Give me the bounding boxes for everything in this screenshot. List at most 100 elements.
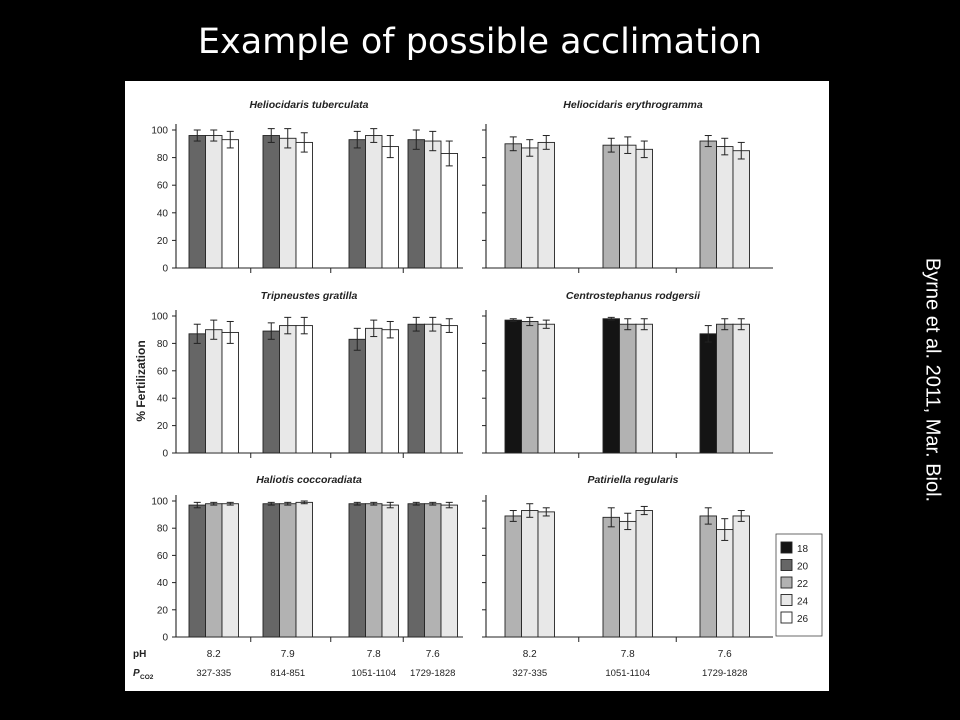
bar — [348, 503, 366, 638]
bar — [221, 503, 239, 638]
bar — [716, 146, 734, 269]
bar — [521, 321, 539, 454]
bar — [537, 141, 555, 269]
bar — [635, 148, 653, 269]
bar — [424, 323, 442, 454]
ph-label: 7.8 — [621, 649, 635, 660]
bar — [521, 147, 539, 269]
bar — [205, 329, 223, 454]
y-tick-label: 60 — [157, 366, 169, 377]
y-tick-label: 100 — [151, 126, 168, 137]
pco2-label: 1729-1828 — [702, 668, 747, 679]
bar — [732, 515, 750, 638]
bar — [279, 503, 297, 638]
legend-label: 18 — [797, 544, 809, 555]
pco2-subscript: CO2 — [140, 674, 154, 681]
bar — [619, 144, 637, 269]
bar — [348, 338, 366, 454]
pco2-label: 327-335 — [196, 668, 231, 679]
bar — [504, 143, 522, 269]
fertilization-chart: Heliocidaris tuberculata 0 20 40 60 80 100 Heli… — [133, 99, 823, 681]
bar — [699, 140, 717, 269]
bar — [440, 325, 458, 454]
bar — [424, 503, 442, 638]
legend-label: 26 — [797, 614, 809, 625]
bar — [424, 140, 442, 269]
panel-title: Haliotis coccoradiata — [256, 474, 362, 486]
bar — [381, 329, 399, 454]
bar — [699, 515, 717, 638]
ph-label: 7.6 — [718, 649, 732, 660]
legend-swatch — [780, 576, 793, 589]
panel-title: Patiriella regularis — [587, 474, 678, 486]
bar — [262, 503, 280, 638]
bar — [407, 503, 425, 638]
bar — [279, 325, 297, 454]
legend-swatch — [780, 611, 793, 624]
bar — [732, 323, 750, 454]
bar — [619, 520, 637, 638]
bar — [407, 139, 425, 269]
bar — [602, 318, 620, 454]
bar — [279, 137, 297, 269]
y-tick-label: 0 — [162, 633, 168, 644]
pco2-label: 814-851 — [270, 668, 305, 679]
panel-title: Tripneustes gratilla — [261, 290, 358, 302]
bar — [504, 319, 522, 454]
figure-panel: Heliocidaris tuberculata 0 20 40 60 80 100 Heli… — [125, 81, 829, 691]
panel-title: Heliocidaris erythrogramma — [563, 99, 703, 111]
legend-swatch — [780, 559, 793, 571]
bar — [440, 153, 458, 269]
bar — [262, 330, 280, 454]
bar — [205, 503, 223, 638]
bar — [295, 325, 313, 454]
panel-title: Centrostephanus rodgersii — [566, 290, 701, 302]
y-tick-label: 100 — [151, 497, 168, 508]
bar — [295, 141, 313, 269]
bar — [602, 144, 620, 269]
bar — [619, 323, 637, 454]
bar — [635, 323, 653, 454]
legend-label: 24 — [797, 597, 809, 608]
y-tick-label: 0 — [162, 264, 168, 275]
y-tick-label: 80 — [157, 339, 169, 350]
y-tick-label: 40 — [157, 394, 169, 405]
ph-label: 7.6 — [426, 649, 440, 660]
bar — [365, 327, 383, 454]
bar — [537, 323, 555, 454]
bar — [635, 510, 653, 638]
pco2-axis-label: P — [133, 668, 140, 679]
y-tick-label: 80 — [157, 524, 169, 535]
bar — [221, 331, 239, 454]
pco2-label: 1051-1104 — [351, 668, 396, 679]
bar — [381, 504, 399, 638]
ph-label: 7.9 — [281, 649, 295, 660]
y-axis-title: % Fertilization — [134, 340, 148, 421]
y-tick-label: 80 — [157, 153, 169, 164]
bar — [732, 150, 750, 269]
y-tick-label: 20 — [157, 236, 169, 247]
bar — [295, 501, 313, 638]
pco2-label: 1051-1104 — [605, 668, 650, 679]
y-tick-label: 20 — [157, 421, 169, 432]
pco2-label: 327-335 — [512, 668, 547, 679]
bar — [188, 135, 206, 269]
slide-title: Example of possible acclimation — [197, 22, 763, 62]
bar — [504, 515, 522, 638]
bar — [537, 511, 555, 638]
bar — [699, 333, 717, 454]
ph-label: 7.8 — [367, 649, 381, 660]
bar — [602, 516, 620, 638]
y-tick-label: 0 — [162, 449, 168, 460]
y-tick-label: 40 — [157, 208, 169, 219]
y-tick-label: 60 — [157, 551, 169, 562]
y-tick-label: 40 — [157, 578, 169, 589]
bar — [716, 529, 734, 638]
bar — [365, 503, 383, 638]
ph-label: 8.2 — [207, 649, 221, 660]
legend-label: 20 — [797, 562, 809, 573]
bar — [188, 333, 206, 454]
bar — [205, 135, 223, 269]
legend-label: 22 — [797, 579, 809, 590]
bar — [348, 139, 366, 269]
